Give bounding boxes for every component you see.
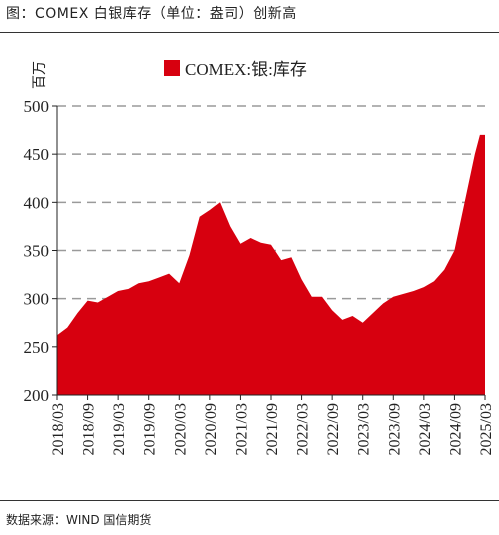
x-tick-label: 2021/09 xyxy=(264,403,281,455)
x-tick-label: 2018/09 xyxy=(81,403,98,455)
axes: 200 250 300 350 400 450 500 2018/03 2018/09 2019/… xyxy=(24,97,496,455)
x-tick-label: 2018/03 xyxy=(50,403,67,455)
x-tick-label: 2019/09 xyxy=(142,403,159,455)
bottom-rule xyxy=(0,500,499,501)
y-tick-label: 500 xyxy=(24,97,50,116)
x-tick-label: 2025/03 xyxy=(478,403,495,455)
legend-label: COMEX:银:库存 xyxy=(185,60,307,79)
data-source: 数据来源：WIND 国信期货 xyxy=(6,513,152,527)
x-tick-label: 2023/03 xyxy=(356,403,373,455)
top-rule xyxy=(0,32,499,33)
y-tick-label: 350 xyxy=(24,242,50,261)
x-tick-label: 2023/09 xyxy=(386,403,403,455)
x-tick-label: 2024/03 xyxy=(417,403,434,455)
x-tick-label: 2020/03 xyxy=(172,403,189,455)
x-tick-label: 2022/09 xyxy=(325,403,342,455)
series-area-comex-silver-inventory xyxy=(57,134,485,395)
y-tick-label: 400 xyxy=(24,193,50,212)
y-axis-unit-label: 百万 xyxy=(32,61,48,89)
legend-swatch xyxy=(164,60,180,76)
y-tick-label: 300 xyxy=(24,290,50,309)
x-tick-label: 2022/03 xyxy=(295,403,312,455)
x-tick-label: 2021/03 xyxy=(233,403,250,455)
y-tick-label: 450 xyxy=(24,145,50,164)
comex-silver-inventory-chart: 200 250 300 350 400 450 500 2018/03 2018/09 2019/… xyxy=(24,60,496,455)
y-tick-label: 250 xyxy=(24,338,50,357)
x-tick-label: 2019/03 xyxy=(111,403,128,455)
x-tick-label: 2024/09 xyxy=(447,403,464,455)
legend: COMEX:银:库存 xyxy=(164,60,307,79)
figure-title: 图：COMEX 白银库存（单位：盎司）创新高 xyxy=(6,6,297,22)
x-tick-label: 2020/09 xyxy=(203,403,220,455)
y-tick-label: 200 xyxy=(24,386,50,405)
